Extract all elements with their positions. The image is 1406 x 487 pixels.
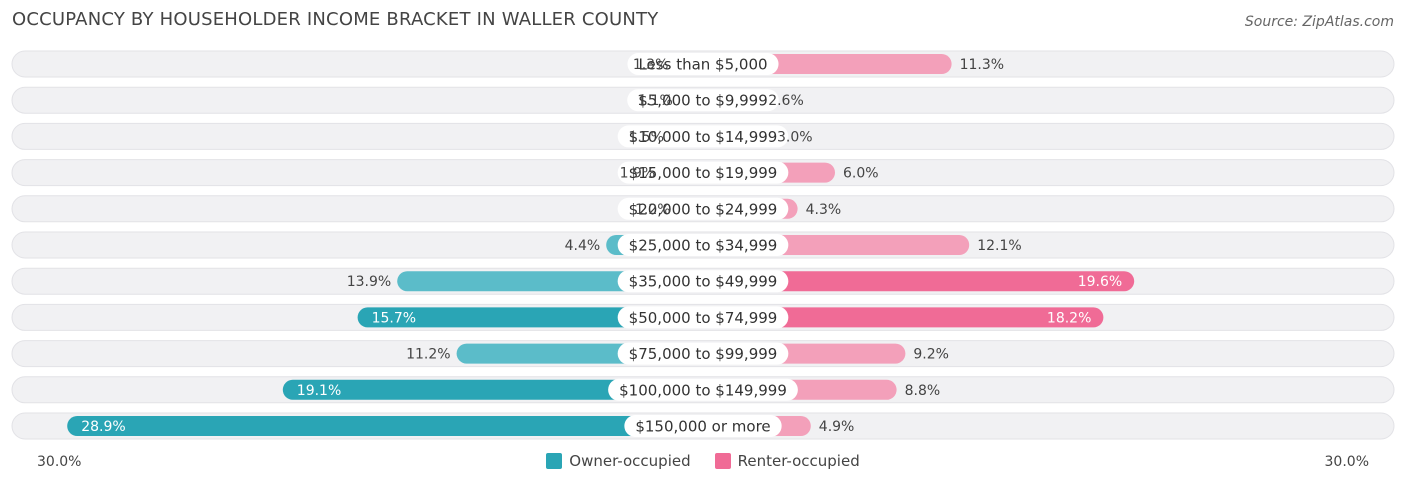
category-pill [617,234,789,256]
owner-value-label: 1.2% [635,202,671,218]
category-pill [617,197,789,220]
category-pill [608,378,798,401]
axis-max-label: 30.0% [1324,454,1369,470]
owner-value-label: 4.4% [565,238,601,254]
category-label: $5,000 to $9,999 [638,92,768,110]
renter-value-label: 4.9% [819,419,855,435]
category-pill [617,125,789,148]
axis-min-label: 30.0% [37,454,82,470]
owner-value-label: 1.1% [637,93,673,109]
owner-value-label: 1.3% [633,57,669,73]
category-pill [617,306,789,329]
renter-value-label: 3.0% [777,129,813,145]
category-pill [617,270,789,293]
legend-renter: Renter-occupied [714,452,860,470]
renter-bar [703,307,1104,328]
legend: Owner-occupied Renter-occupied [0,452,1406,470]
category-pill [617,161,789,184]
category-label: $10,000 to $14,999 [629,128,778,146]
owner-bar [282,379,703,400]
category-label: Less than $5,000 [638,56,767,74]
owner-value-label: 15.7% [372,310,416,326]
chart-title: OCCUPANCY BY HOUSEHOLDER INCOME BRACKET … [12,9,659,30]
chart-source: Source: ZipAtlas.com [1244,14,1394,30]
renter-value-label: 12.1% [977,238,1021,254]
category-label: $75,000 to $99,999 [629,345,778,363]
category-label: $25,000 to $34,999 [629,237,778,255]
category-pill [627,53,779,75]
owner-value-label: 19.1% [297,383,341,399]
category-label: $50,000 to $74,999 [629,309,778,327]
legend-owner-swatch [546,453,563,469]
category-label: $35,000 to $49,999 [629,273,778,291]
category-label: $20,000 to $24,999 [629,200,778,218]
owner-value-label: 13.9% [347,274,391,290]
renter-value-label: 11.3% [960,57,1004,73]
category-label: $15,000 to $19,999 [629,164,778,182]
category-pill [624,415,782,437]
renter-value-label: 19.6% [1078,274,1122,290]
renter-value-label: 8.8% [905,383,941,399]
category-pill [617,342,789,365]
category-label: $100,000 to $149,999 [619,381,787,399]
owner-bar [357,307,703,328]
owner-value-label: 11.2% [406,347,450,363]
category-pill [627,89,779,112]
renter-value-label: 9.2% [913,347,949,363]
category-label: $150,000 or more [635,418,770,436]
owner-bar [67,416,703,436]
renter-value-label: 2.6% [768,93,804,109]
renter-value-label: 6.0% [843,166,879,182]
owner-value-label: 1.9% [620,166,656,182]
renter-bar [703,271,1135,292]
legend-renter-swatch [714,453,731,469]
legend-owner-label: Owner-occupied [569,452,691,470]
legend-renter-label: Renter-occupied [737,452,860,470]
owner-value-label: 28.9% [81,419,125,435]
renter-value-label: 4.3% [806,202,842,218]
renter-value-label: 18.2% [1047,310,1091,326]
legend-owner: Owner-occupied [546,452,691,470]
owner-value-label: 1.5% [628,129,664,145]
